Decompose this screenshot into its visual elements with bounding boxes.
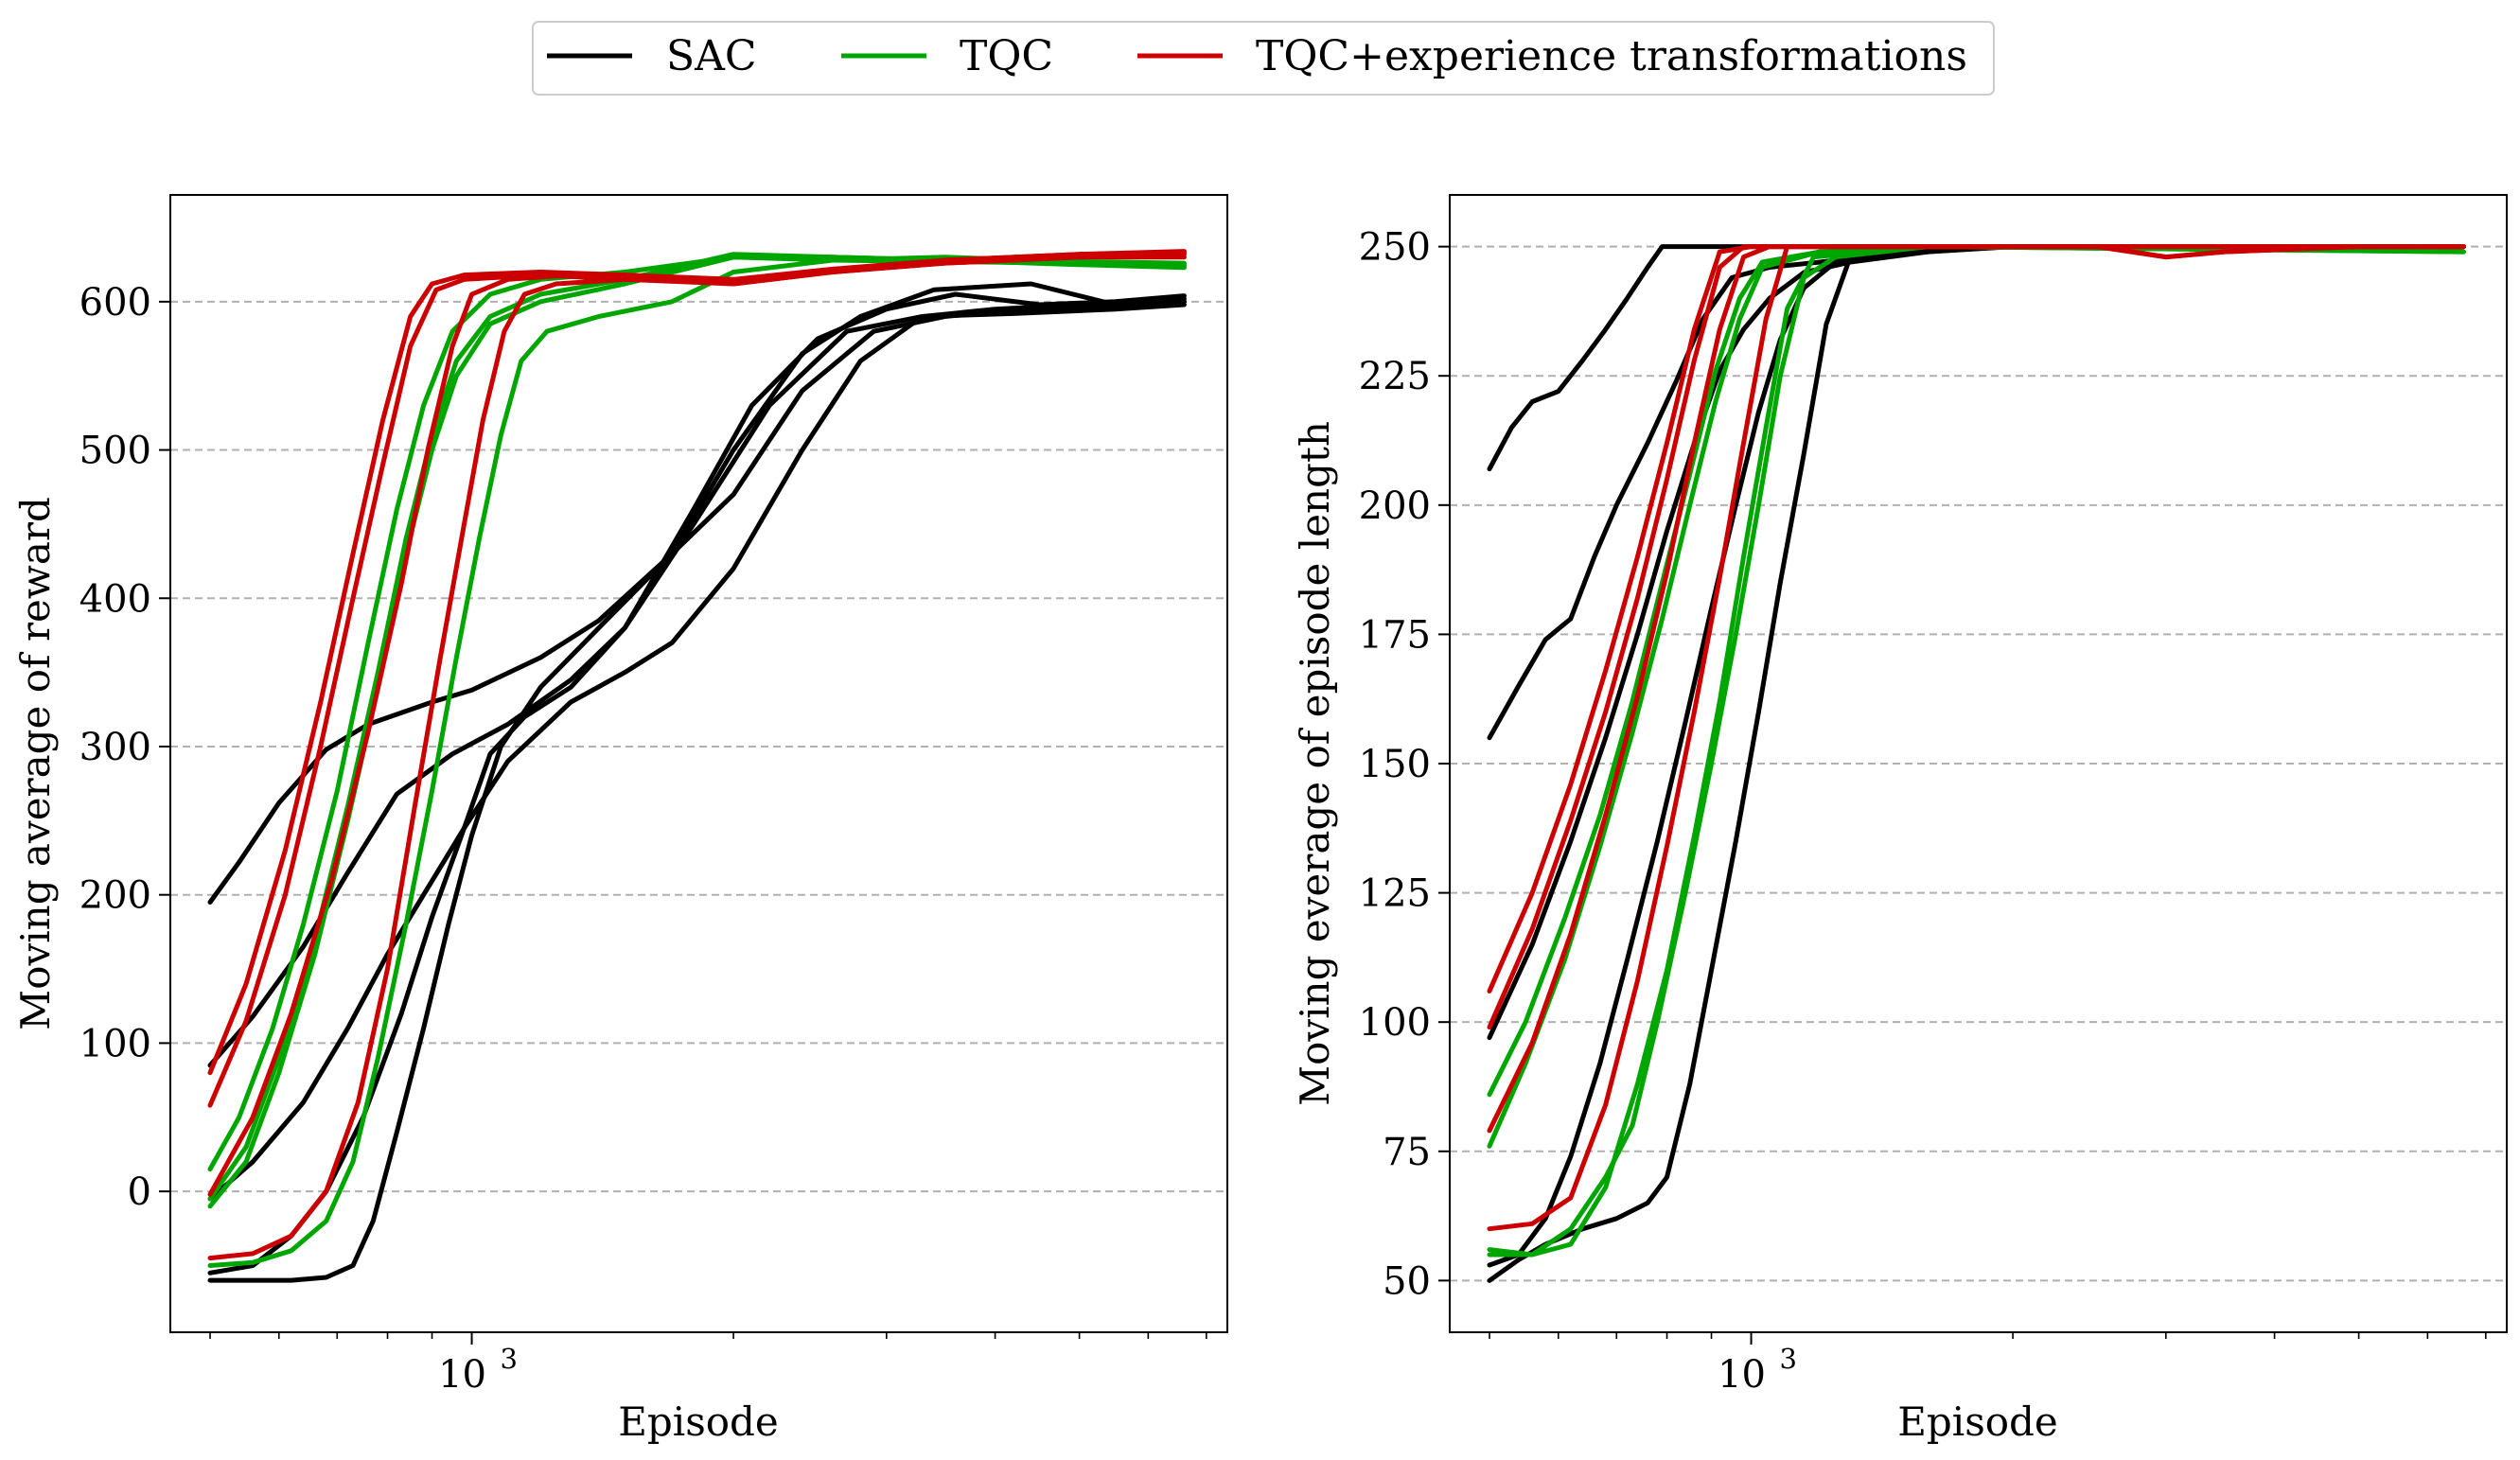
series-line-sac [207, 299, 1187, 1283]
y-tick-label: 600 [79, 281, 151, 325]
y-tick-label: 100 [1359, 1001, 1431, 1045]
series-line-sac [1487, 244, 2466, 1268]
legend-label-sac: SAC [666, 32, 757, 80]
x-tick-label-exponent: 3 [1780, 1343, 1797, 1375]
legend-label-tqc-exp: TQC+experience transformations [1256, 32, 1967, 80]
series-line-tqc [1487, 244, 2466, 1149]
series-line-tqc-experience-transformations [1487, 244, 2466, 1030]
reward-plot-ylabel: Moving average of reward [12, 497, 59, 1030]
y-tick-label: 125 [1359, 872, 1431, 916]
series-line-tqc-experience-transformations [1487, 244, 2466, 994]
series-line-sac [1487, 244, 2466, 1283]
series-line-tqc-experience-transformations [207, 249, 1187, 1076]
series-line-tqc [207, 255, 1187, 1172]
x-tick-label-exponent: 3 [501, 1343, 518, 1375]
episode-length-plot-grid [1450, 245, 2507, 1282]
y-tick-label: 200 [79, 874, 151, 918]
reward-plot-ticks: 0 100 200 300 400 500 600 10 3 [79, 281, 1207, 1397]
series-line-sac [1487, 244, 2466, 741]
series-line-tqc [207, 252, 1187, 1202]
reward-plot-series [207, 249, 1187, 1283]
episode-length-plot-ylabel: Moving everage of episode length [1292, 421, 1338, 1106]
legend-frame [532, 21, 1995, 96]
y-tick-label: 500 [79, 430, 151, 473]
reward-plot: 0 100 200 300 400 500 600 10 3 Episode Moving av… [12, 194, 1228, 1445]
series-line-sac [1487, 244, 2466, 472]
y-tick-label: 225 [1359, 355, 1431, 398]
series-line-tqc [1487, 244, 2466, 1258]
y-tick-label: 300 [79, 726, 151, 769]
x-tick-label: 10 [438, 1353, 486, 1397]
y-tick-label: 250 [1359, 226, 1431, 270]
series-line-tqc-experience-transformations [207, 255, 1187, 1197]
legend-label-tqc: TQC [960, 32, 1053, 80]
y-tick-label: 150 [1359, 743, 1431, 786]
series-line-tqc [1487, 244, 2466, 1258]
y-tick-label: 0 [128, 1170, 151, 1214]
reward-plot-xlabel: Episode [618, 1398, 779, 1445]
y-tick-label: 200 [1359, 484, 1431, 528]
series-line-sac [1487, 244, 2466, 1041]
y-tick-label: 400 [79, 577, 151, 621]
y-tick-label: 100 [79, 1022, 151, 1065]
episode-length-plot: 50 75 100 125 150 175 200 225 250 10 3 Episode Mov… [1292, 194, 2508, 1445]
series-line-tqc [1487, 244, 2466, 1098]
series-line-sac [207, 281, 1187, 905]
episode-length-plot-xlabel: Episode [1897, 1398, 2058, 1445]
episode-length-plot-series [1487, 244, 2466, 1283]
y-tick-label: 75 [1383, 1131, 1431, 1174]
series-line-sac [207, 299, 1187, 1202]
legend: SAC TQC TQC+experience transformations [532, 21, 1995, 96]
series-line-tqc [207, 255, 1187, 1268]
y-tick-label: 50 [1383, 1259, 1431, 1303]
series-line-tqc-experience-transformations [207, 250, 1187, 1261]
series-line-sac [207, 291, 1187, 1068]
x-tick-label: 10 [1718, 1353, 1766, 1397]
series-line-tqc-experience-transformations [207, 252, 1187, 1108]
reward-plot-grid [170, 300, 1227, 1193]
episode-length-plot-ticks: 50 75 100 125 150 175 200 225 250 10 3 [1359, 226, 2487, 1397]
y-tick-label: 175 [1359, 613, 1431, 657]
series-line-tqc-experience-transformations [1487, 244, 2466, 1232]
series-line-tqc-experience-transformations [1487, 244, 2466, 1134]
reward-plot-frame [169, 194, 1228, 1333]
